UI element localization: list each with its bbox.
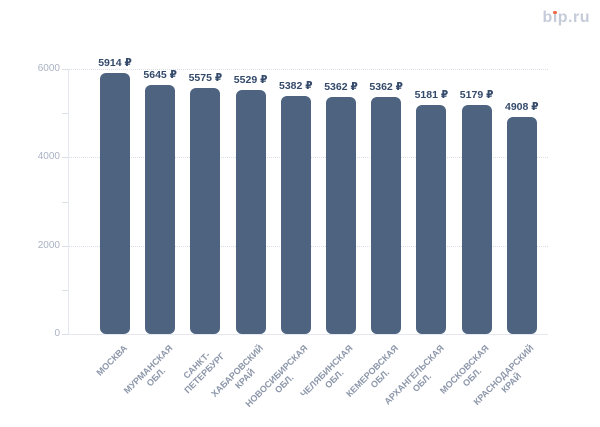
bar	[280, 96, 311, 334]
x-axis-line	[68, 334, 548, 335]
logo-text-rest: p.ru	[557, 9, 590, 26]
bar	[100, 72, 130, 334]
bar-value-label: 5529 ₽	[233, 73, 268, 86]
y-axis-tick	[62, 245, 68, 247]
bar	[145, 84, 176, 334]
bar	[506, 117, 537, 334]
x-axis-label: МОСКВА	[94, 343, 130, 378]
bar-value-label: 5362 ₽	[369, 81, 403, 94]
y-axis-tick-label: 6000	[37, 63, 60, 74]
bar	[416, 105, 447, 334]
bar-value-label: 4908 ₽	[505, 101, 539, 114]
x-axis-label: МУРМАНСКАЯ ОБЛ.	[121, 343, 175, 396]
logo-text-b: b	[542, 9, 553, 26]
bar-value-label: 5575 ₽	[188, 71, 223, 84]
bar-value-label: 5914 ₽	[98, 56, 132, 69]
logo-letter-i: ı	[553, 9, 558, 27]
y-axis-tick	[62, 289, 68, 291]
logo-i-dot	[553, 10, 557, 14]
bip-ru-logo[interactable]: bı p.ru	[543, 9, 590, 27]
y-axis-tick	[62, 113, 68, 115]
y-axis-line	[68, 69, 69, 334]
y-axis-tick	[62, 334, 68, 335]
bar	[190, 87, 221, 334]
bar-value-label: 5181 ₽	[414, 89, 449, 102]
y-axis-tick	[62, 69, 68, 70]
logo-i-body: ı	[552, 9, 558, 26]
bar	[461, 105, 492, 334]
y-axis-tick-label: 4000	[37, 151, 60, 163]
y-axis-tick	[62, 201, 68, 203]
y-axis-tick	[62, 157, 68, 159]
bar	[235, 89, 266, 334]
bar-value-label: 5382 ₽	[279, 80, 313, 93]
bar	[371, 97, 402, 334]
bar-value-label: 5645 ₽	[143, 68, 177, 81]
y-axis-tick-label: 2000	[37, 239, 60, 251]
gridline	[69, 69, 548, 70]
bar-value-label: 5362 ₽	[324, 81, 358, 94]
bar-value-label: 5179 ₽	[459, 89, 494, 102]
bar	[326, 97, 356, 334]
y-axis-tick-label: 0	[54, 328, 60, 339]
